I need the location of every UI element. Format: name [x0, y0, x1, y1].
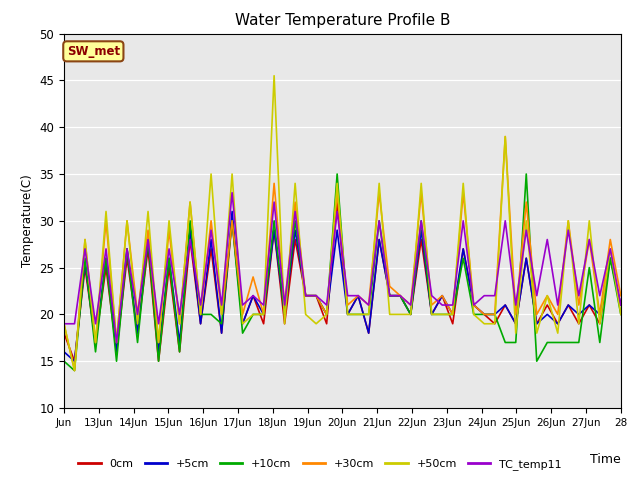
Legend: 0cm, +5cm, +10cm, +30cm, +50cm, TC_temp11: 0cm, +5cm, +10cm, +30cm, +50cm, TC_temp1… — [74, 455, 566, 474]
Title: Water Temperature Profile B: Water Temperature Profile B — [235, 13, 450, 28]
Text: Time: Time — [590, 453, 621, 466]
Text: SW_met: SW_met — [67, 45, 120, 58]
Y-axis label: Temperature(C): Temperature(C) — [21, 174, 34, 267]
